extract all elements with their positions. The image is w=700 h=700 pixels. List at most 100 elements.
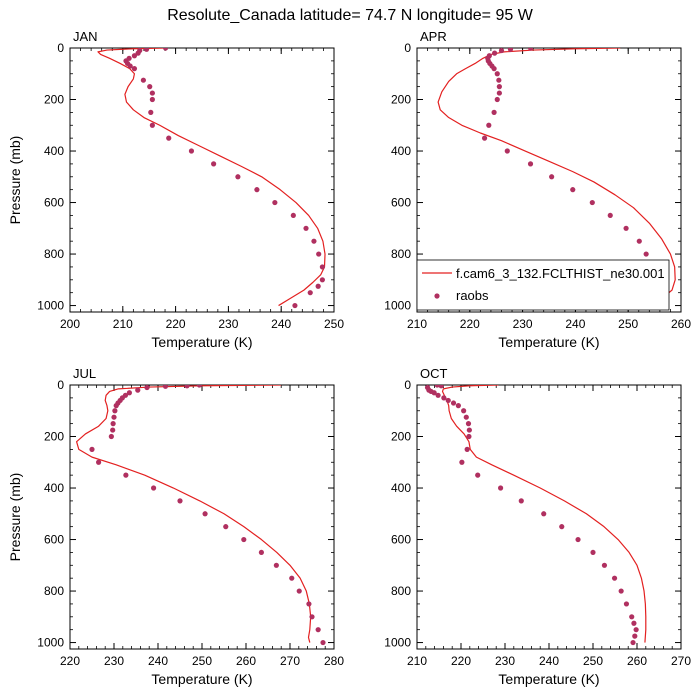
panel-apr: 210 220 230 240 250 260 0 200 400 600 800 1000 APR Te… [384,29,691,350]
x-axis-label-jul: Temperature (K) [151,671,252,687]
raobs-point-apr [527,48,534,51]
legend-model-label: f.cam6_3_132.FCLTHIST_ne30.001 [456,266,665,281]
raobs-point-oct [632,633,638,639]
y-tick-label-jul: 400 [44,481,64,495]
x-axis-label-apr: Temperature (K) [498,334,599,350]
raobs-point-jul [196,385,202,388]
model-profile-line-apr [437,48,676,307]
plot-frame-jul [69,384,335,650]
raobs-point-jan [149,90,155,96]
panel-jan: 200 210 220 230 240 250 0 200 400 600 800 1000 JAN Te… [7,29,344,350]
raobs-point-apr [589,199,595,206]
raobs-point-oct [459,459,465,465]
y-tick-label-jul: 1000 [37,636,64,650]
y-tick-label-apr: 800 [391,247,411,261]
raobs-point-oct [445,397,451,404]
raobs-point-jan [290,212,296,219]
raobs-point-jul [223,524,229,530]
raobs-point-jan [131,53,138,59]
raobs-point-apr [643,251,649,257]
y-tick-label-oct: 0 [404,378,411,392]
y-tick-label-apr: 0 [404,41,411,55]
panel-title-jan: JAN [73,29,98,44]
raobs-point-oct [431,390,437,396]
raobs-point-jan [143,48,150,52]
legend: f.cam6_3_132.FCLTHIST_ne30.001 raobs [416,259,670,311]
x-tick-label-jan: 230 [218,317,238,331]
raobs-point-apr [496,77,502,83]
raobs-point-apr [491,109,497,115]
raobs-point-jul [273,562,279,568]
raobs-point-jul [151,485,157,491]
y-tick-label-oct: 200 [391,430,411,444]
y-tick-label-jul: 0 [57,378,64,392]
raobs-point-jan [319,277,325,283]
panel-jul: 220 230 240 250 260 270 280 0 200 400 600 800 1000 JU… [7,366,344,687]
raobs-point-apr [496,90,502,96]
raobs-point-jul [89,446,95,452]
raobs-point-jul [241,536,247,543]
raobs-point-jul [126,390,132,396]
y-tick-label-jul: 200 [44,430,64,444]
x-tick-label-jul: 240 [148,654,168,668]
raobs-point-apr [481,135,488,141]
y-tick-label-apr: 200 [391,93,411,107]
raobs-point-jul [112,408,118,414]
raobs-point-oct [630,639,636,646]
raobs-point-oct [455,403,461,409]
raobs-point-oct [475,472,481,478]
x-tick-label-oct: 240 [539,654,559,668]
y-tick-label-oct: 400 [391,481,411,495]
raobs-point-jul [289,575,295,581]
x-tick-label-apr: 230 [513,317,533,331]
raobs-point-oct [633,627,639,633]
raobs-point-jul [135,387,141,393]
plot-area-oct [424,385,647,646]
panel-title-apr: APR [420,29,447,44]
raobs-point-jan [311,238,317,244]
y-axis-label-jan: Pressure (mb) [7,136,23,225]
x-tick-label-jul: 230 [104,654,124,668]
y-axis-label-jul: Pressure (mb) [7,473,23,562]
model-profile-line-jul [76,385,312,643]
y-tick-label-jul: 800 [44,584,64,598]
raobs-point-oct [623,601,630,607]
raobs-point-jul [108,433,114,440]
plot-frame-apr [416,47,682,313]
plot-frame-jan [69,47,335,313]
raobs-point-apr [486,122,492,128]
raobs-point-apr [496,84,502,90]
raobs-point-oct [461,408,467,414]
raobs-point-jan [235,174,241,180]
model-profile-line-jan [97,48,326,307]
x-tick-label-jul: 250 [192,654,212,668]
raobs-point-oct [631,620,637,626]
x-axis-label-jan: Temperature (K) [151,334,252,350]
raobs-point-oct [541,511,547,517]
raobs-point-jan [149,122,155,128]
raobs-point-oct [559,524,565,530]
raobs-point-jul [177,498,183,504]
x-tick-label-oct: 250 [583,654,603,668]
y-tick-label-apr: 1000 [384,299,411,313]
raobs-point-apr [507,48,514,52]
raobs-point-jan [135,50,141,56]
raobs-point-jul [202,511,208,517]
x-tick-label-jul: 270 [280,654,300,668]
raobs-point-oct [434,385,440,388]
raobs-point-oct [450,400,457,406]
y-tick-label-oct: 1000 [384,636,411,650]
raobs-point-jul [110,421,116,427]
raobs-point-apr [527,161,534,167]
raobs-point-jan [149,96,155,103]
y-tick-label-jan: 400 [44,144,64,158]
raobs-point-jul [184,385,190,389]
raobs-point-oct [498,485,504,491]
x-tick-label-apr: 210 [407,317,427,331]
y-tick-label-jan: 200 [44,93,64,107]
raobs-point-jan [303,225,309,231]
x-axis-label-oct: Temperature (K) [498,671,599,687]
raobs-point-oct [611,575,618,581]
raobs-point-oct [435,392,441,398]
raobs-point-jan [211,161,217,167]
